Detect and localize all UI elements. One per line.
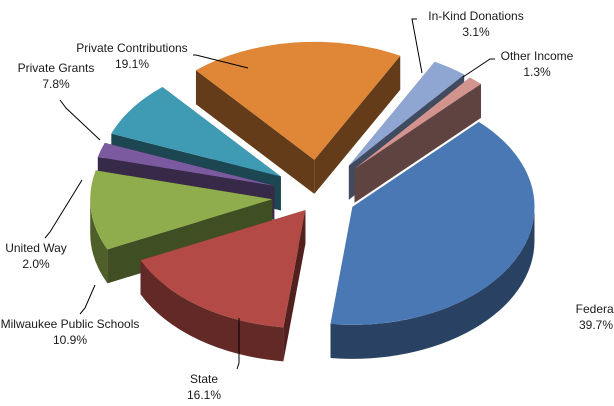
pie-slice-top-other-income xyxy=(354,77,481,169)
leader-line-private-grants xyxy=(59,99,101,141)
slice-label-state: State xyxy=(190,372,218,386)
pie-slice-wall-private-contributions-0 xyxy=(195,70,315,194)
pie-slice-state xyxy=(140,210,306,362)
slice-percent-milwaukee-public-schools: 10.9% xyxy=(53,333,87,347)
slice-percent-private-grants: 7.8% xyxy=(42,77,70,91)
slice-percent-federal: 39.7% xyxy=(579,318,613,332)
pie-slice-other-income xyxy=(354,77,481,203)
pie-slice-private-contributions xyxy=(195,41,401,194)
pie-slice-federal xyxy=(330,121,535,359)
slice-label-private-contributions: Private Contributions xyxy=(76,41,187,55)
leader-line-state xyxy=(236,318,240,370)
pie-slice-top-state xyxy=(140,210,306,328)
pie-slice-wall-private-contributions-1 xyxy=(314,55,401,194)
pie-slice-top-private-grants xyxy=(111,86,281,177)
slice-label-milwaukee-public-schools: Milwaukee Public Schools xyxy=(1,317,140,331)
pie-slice-rim-milwaukee-public-schools xyxy=(90,199,108,284)
slice-label-in-kind-donations: In-Kind Donations xyxy=(428,9,523,23)
leader-line-private-contributions xyxy=(193,54,249,69)
slice-label-federal: Federal xyxy=(576,302,614,316)
leader-line-united-way xyxy=(44,179,83,239)
leader-line-milwaukee-public-schools xyxy=(79,284,96,315)
slice-percent-in-kind-donations: 3.1% xyxy=(462,25,490,39)
slice-percent-private-contributions: 19.1% xyxy=(115,57,149,71)
slice-percent-state: 16.1% xyxy=(187,388,221,401)
leader-line-other-income xyxy=(462,58,495,78)
pie-slice-top-milwaukee-public-schools xyxy=(90,170,273,250)
slice-label-private-grants: Private Grants xyxy=(18,61,95,75)
slice-percent-united-way: 2.0% xyxy=(22,257,50,271)
pie-slice-top-private-contributions xyxy=(195,41,401,160)
leader-line-in-kind-donations xyxy=(411,18,423,74)
pie-slice-rim-state xyxy=(140,260,284,362)
pie-slice-wall-state-0 xyxy=(283,210,306,362)
pie-slice-top-federal xyxy=(330,121,535,325)
slice-percent-other-income: 1.3% xyxy=(523,65,551,79)
slice-label-united-way: United Way xyxy=(5,241,67,255)
pie-slice-rim-federal xyxy=(330,206,535,359)
pie-slice-wall-other-income-1 xyxy=(354,83,481,203)
pie-slice-top-united-way xyxy=(97,142,275,186)
slice-label-other-income: Other Income xyxy=(501,49,574,63)
pie-slice-top-in-kind-donations xyxy=(348,61,465,166)
